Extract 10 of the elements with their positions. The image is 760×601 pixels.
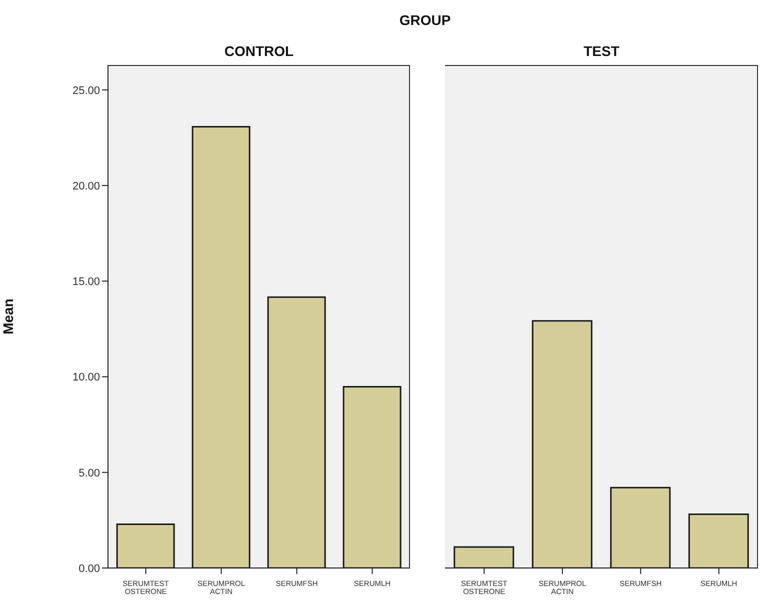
y-tick-label: 5.00	[78, 467, 100, 480]
y-tick-label: 25.00	[72, 84, 100, 97]
y-tick-label: 0.00	[78, 562, 100, 575]
chart-title: CONTROL	[223, 43, 295, 59]
y-tick-label: 15.00	[72, 276, 100, 288]
y-tick-label: 10.00	[72, 372, 100, 384]
y-tick-label: 20.00	[72, 180, 100, 192]
chart-title: TEST	[582, 43, 620, 59]
y-axis-title: Mean	[0, 298, 16, 334]
text: GROUP	[398, 12, 452, 28]
